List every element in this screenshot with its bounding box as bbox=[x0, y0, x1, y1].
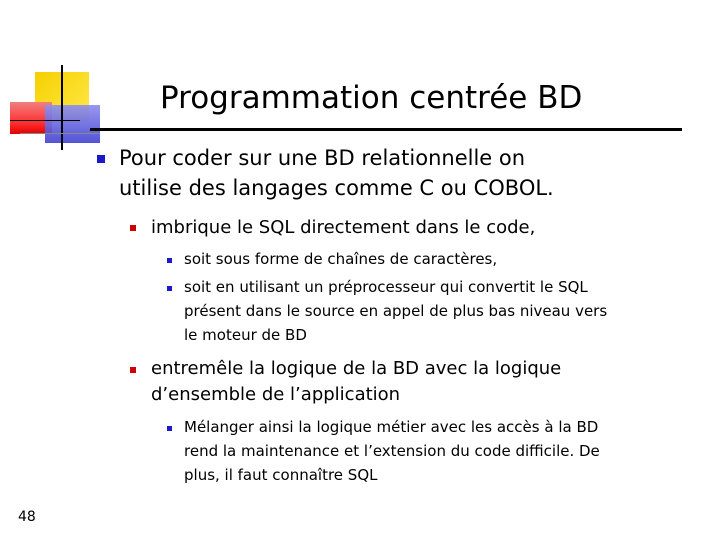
bullet-level3-text-line2: présent dans le source en appel de plus … bbox=[184, 302, 608, 320]
bullet-level2-marker bbox=[130, 367, 136, 373]
bullet-level2-marker bbox=[130, 225, 136, 231]
bullet-level3-marker bbox=[167, 258, 172, 263]
bullet-level2-text-line2: d’ensemble de l’application bbox=[151, 384, 401, 405]
page-number: 48 bbox=[18, 509, 36, 525]
bullet-level3-marker bbox=[167, 426, 172, 431]
bullet-level3-marker bbox=[167, 286, 172, 291]
bullet-level2-text: imbrique le SQL directement dans le code… bbox=[151, 217, 536, 238]
bullet-level3-text-line1: Mélanger ainsi la logique métier avec le… bbox=[184, 418, 599, 436]
bullet-level1-text-line1: Pour coder sur une BD relationnelle on bbox=[119, 146, 526, 170]
bullet-level3-text-line3: le moteur de BD bbox=[184, 326, 307, 344]
logo-horizontal-line bbox=[10, 120, 80, 121]
logo-vertical-line bbox=[61, 65, 63, 150]
bullet-level3-text-line1: soit en utilisant un préprocesseur qui c… bbox=[184, 278, 588, 296]
bullet-level2-text-line1: entremêle la logique de la BD avec la lo… bbox=[151, 358, 562, 379]
bullet-level1-marker bbox=[97, 155, 105, 163]
logo-horizontal-line-2 bbox=[20, 133, 100, 134]
bullet-level3-text-line2: rend la maintenance et l’extension du co… bbox=[184, 442, 600, 460]
bullet-level1-text-line2: utilise des langages comme C ou COBOL. bbox=[119, 176, 554, 200]
slide-title: Programmation centrée BD bbox=[160, 80, 583, 116]
title-divider bbox=[90, 128, 682, 131]
logo-blue-square bbox=[45, 105, 100, 143]
bullet-level3-text-line3: plus, il faut connaître SQL bbox=[184, 466, 378, 484]
bullet-level3-text: soit sous forme de chaînes de caractères… bbox=[184, 250, 498, 268]
